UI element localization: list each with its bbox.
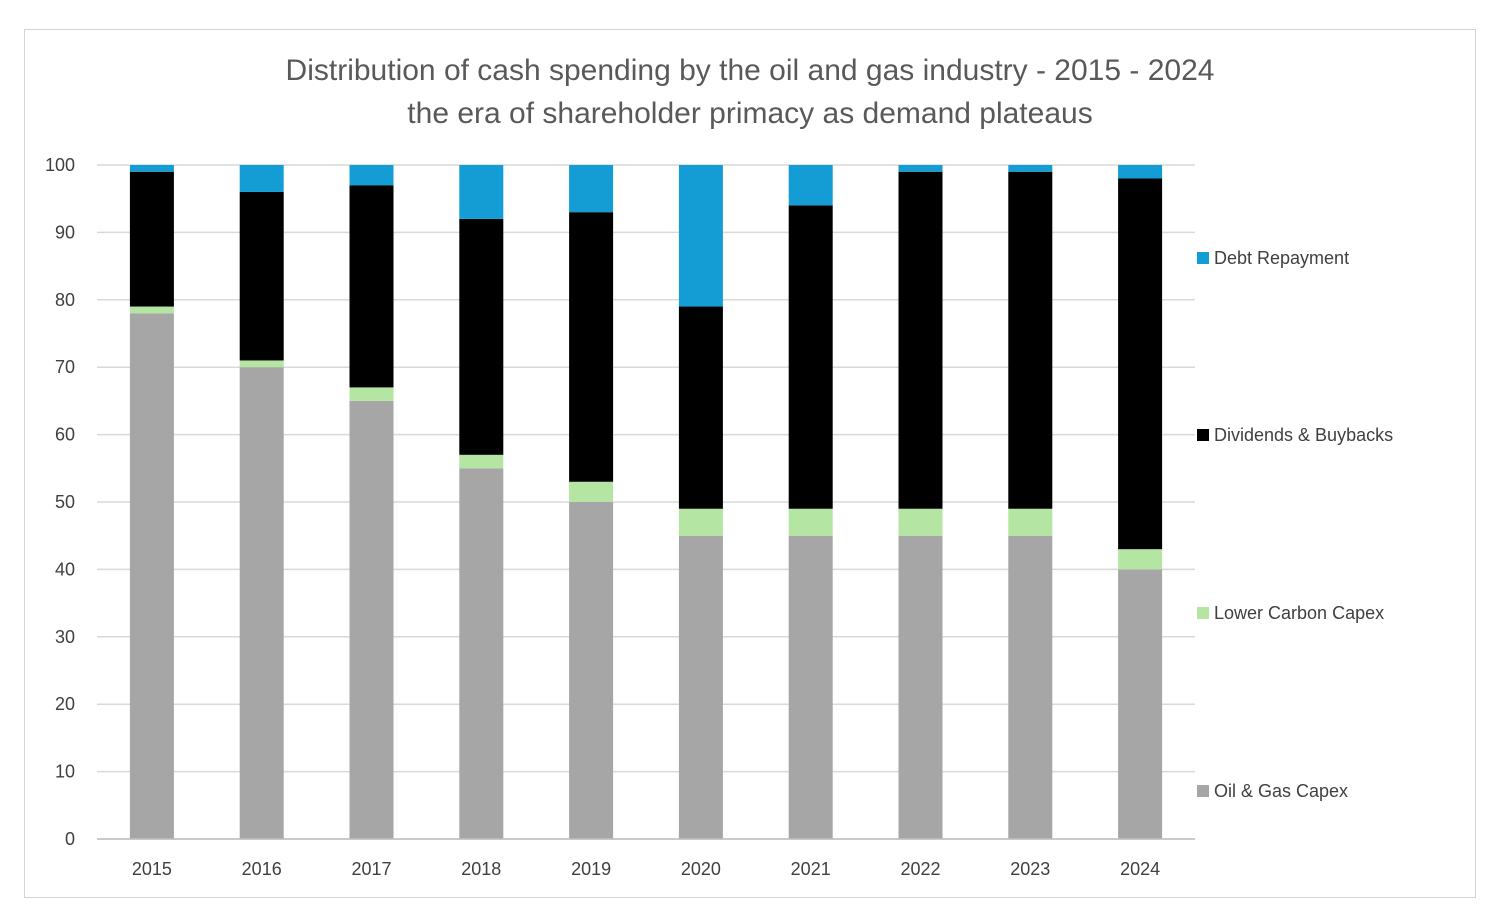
y-tick-label: 10 <box>55 762 75 782</box>
bar-segment-dividends-buybacks-2019 <box>569 212 614 482</box>
bar-segment-oil-gas-capex-2019 <box>569 502 614 839</box>
bar-segment-dividends-buybacks-2017 <box>349 185 394 388</box>
x-tick-label: 2021 <box>791 859 831 879</box>
legend-label: Oil & Gas Capex <box>1214 781 1348 801</box>
bar-segment-debt-repayment-2021 <box>788 165 833 206</box>
y-tick-label: 0 <box>65 829 75 849</box>
x-tick-label: 2017 <box>351 859 391 879</box>
bar-segment-dividends-buybacks-2018 <box>459 218 504 455</box>
bar-segment-lower-carbon-capex-2023 <box>1008 508 1053 536</box>
bar-segment-debt-repayment-2024 <box>1118 165 1163 179</box>
bar-segment-oil-gas-capex-2017 <box>349 400 394 839</box>
legend: Debt Repayment Dividends & Buybacks Lower … <box>1197 248 1393 801</box>
bar-segment-lower-carbon-capex-2015 <box>129 306 174 314</box>
x-tick-label: 2020 <box>681 859 721 879</box>
legend-swatch <box>1197 252 1209 264</box>
y-tick-label: 70 <box>55 357 75 377</box>
y-tick-label: 20 <box>55 694 75 714</box>
bar-segment-dividends-buybacks-2024 <box>1118 178 1163 550</box>
bar-segment-dividends-buybacks-2020 <box>678 306 723 509</box>
bar-segment-oil-gas-capex-2022 <box>898 535 943 839</box>
chart-title: Distribution of cash spending by the oil… <box>286 54 1215 87</box>
x-tick-label: 2015 <box>132 859 172 879</box>
y-tick-label: 50 <box>55 492 75 512</box>
legend-swatch <box>1197 429 1209 441</box>
bar-segment-lower-carbon-capex-2016 <box>239 360 284 368</box>
bar-segment-oil-gas-capex-2024 <box>1118 569 1163 839</box>
x-axis: 2015 2016 2017 2018 2019 2020 2021 2022 2023 2024 <box>97 838 1195 879</box>
bar-segment-lower-carbon-capex-2019 <box>569 481 614 502</box>
bar-segment-oil-gas-capex-2016 <box>239 367 284 839</box>
chart-subtitle: the era of shareholder primacy as demand… <box>407 97 1092 130</box>
bar-segment-dividends-buybacks-2022 <box>898 171 943 509</box>
bars <box>129 165 1163 839</box>
legend-label: Debt Repayment <box>1214 248 1349 268</box>
y-axis: 0 10 20 30 40 50 60 70 80 90 100 <box>45 155 75 849</box>
y-tick-label: 60 <box>55 425 75 445</box>
bar-segment-debt-repayment-2022 <box>898 165 943 172</box>
y-tick-label: 40 <box>55 559 75 579</box>
bar-segment-lower-carbon-capex-2022 <box>898 508 943 536</box>
y-tick-label: 30 <box>55 627 75 647</box>
bar-segment-dividends-buybacks-2023 <box>1008 171 1053 509</box>
x-tick-label: 2019 <box>571 859 611 879</box>
bar-segment-oil-gas-capex-2023 <box>1008 535 1053 839</box>
y-tick-label: 80 <box>55 290 75 310</box>
x-tick-label: 2016 <box>242 859 282 879</box>
y-tick-label: 90 <box>55 222 75 242</box>
y-tick-label: 100 <box>45 155 75 175</box>
bar-segment-oil-gas-capex-2020 <box>678 535 723 839</box>
bar-segment-debt-repayment-2016 <box>239 165 284 192</box>
bar-segment-debt-repayment-2015 <box>129 165 174 172</box>
bar-segment-lower-carbon-capex-2024 <box>1118 549 1163 570</box>
bar-segment-oil-gas-capex-2015 <box>129 313 174 839</box>
legend-label: Lower Carbon Capex <box>1214 603 1384 623</box>
bar-segment-dividends-buybacks-2021 <box>788 205 833 509</box>
bar-segment-dividends-buybacks-2015 <box>129 171 174 307</box>
bar-segment-dividends-buybacks-2016 <box>239 191 284 361</box>
legend-swatch <box>1197 785 1209 797</box>
bar-segment-debt-repayment-2019 <box>569 165 614 213</box>
bar-segment-lower-carbon-capex-2020 <box>678 508 723 536</box>
bar-segment-lower-carbon-capex-2021 <box>788 508 833 536</box>
x-tick-label: 2023 <box>1010 859 1050 879</box>
bar-segment-debt-repayment-2018 <box>459 165 504 219</box>
bar-segment-debt-repayment-2023 <box>1008 165 1053 172</box>
x-tick-label: 2018 <box>461 859 501 879</box>
legend-swatch <box>1197 607 1209 619</box>
bar-segment-oil-gas-capex-2021 <box>788 535 833 839</box>
x-tick-label: 2022 <box>900 859 940 879</box>
bar-segment-debt-repayment-2017 <box>349 165 394 186</box>
bar-segment-lower-carbon-capex-2018 <box>459 454 504 469</box>
bar-segment-debt-repayment-2020 <box>678 165 723 307</box>
x-tick-label: 2024 <box>1120 859 1160 879</box>
bar-segment-oil-gas-capex-2018 <box>459 468 504 839</box>
legend-label: Dividends & Buybacks <box>1214 425 1393 445</box>
bar-segment-lower-carbon-capex-2017 <box>349 387 394 401</box>
